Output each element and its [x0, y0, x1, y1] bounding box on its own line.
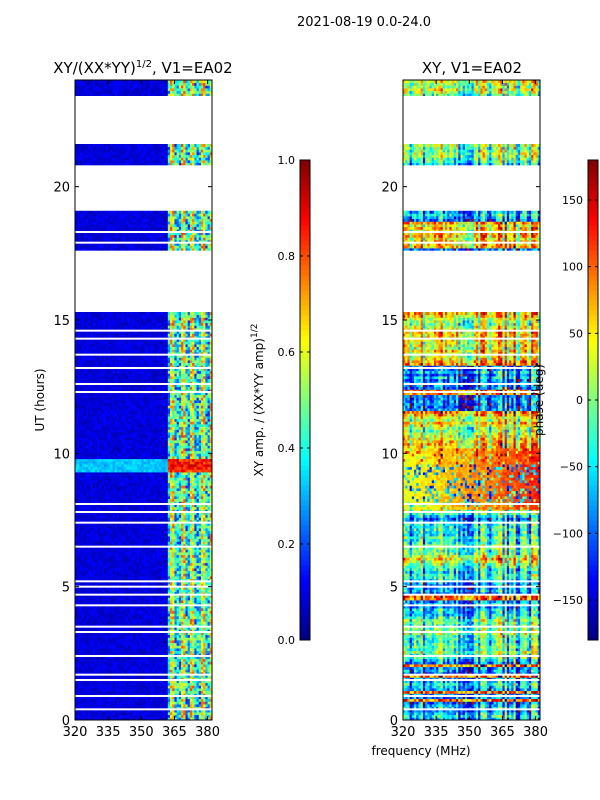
panel-amplitude-title: XY/(XX*YY)1/2, V1=EA02: [53, 59, 232, 77]
figure: 2021-08-19 0.0-24.0 XY/(XX*YY)1/2, V1=EA…: [0, 0, 600, 800]
panel-amplitude: XY/(XX*YY)1/2, V1=EA02 320 335 350 365 38005…: [33, 59, 233, 740]
figure-title: 2021-08-19 0.0-24.0: [297, 15, 431, 30]
amplitude-heatmap: [75, 80, 212, 720]
